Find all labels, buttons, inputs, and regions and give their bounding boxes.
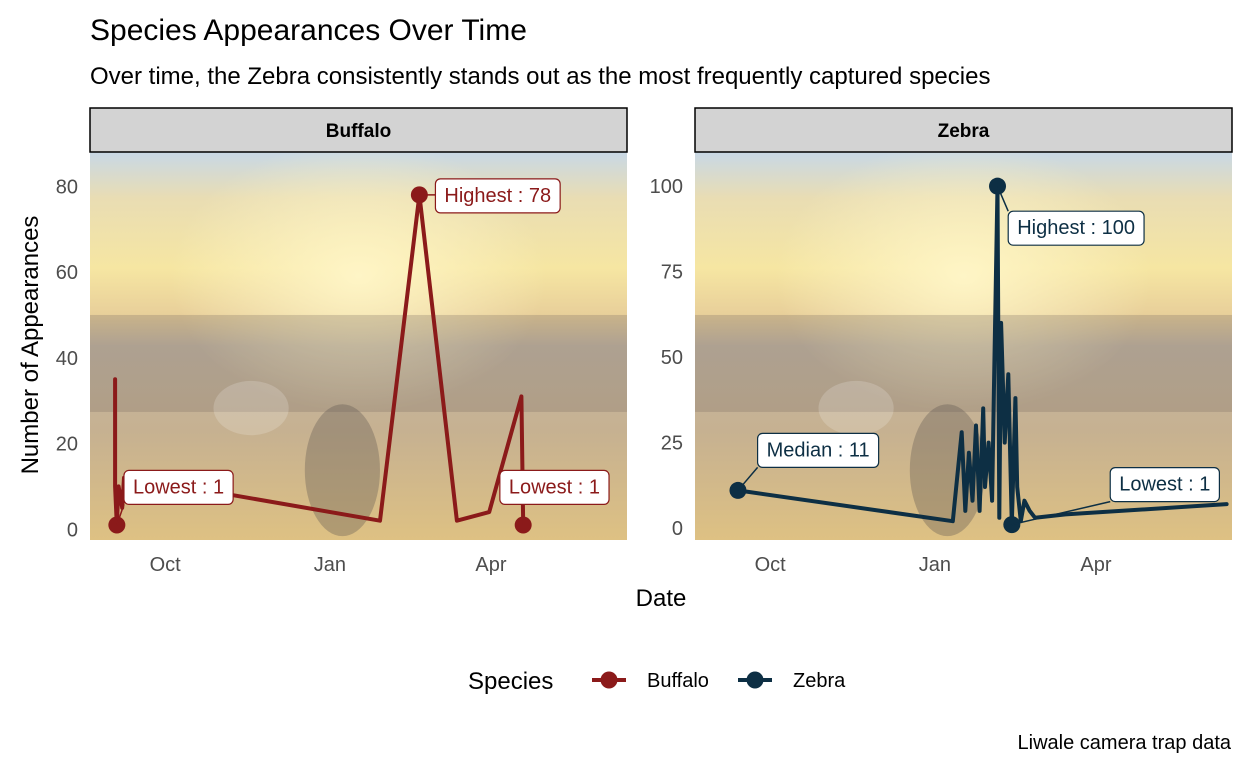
- y-tick-label: 60: [56, 262, 78, 284]
- legend-title: Species: [468, 668, 553, 695]
- zebra-silhouette: [213, 380, 289, 436]
- strip-label: Zebra: [938, 121, 990, 142]
- annotation-label: Median : 11: [767, 439, 870, 461]
- annotation-connector: [1011, 500, 1111, 526]
- y-tick-label: 50: [661, 347, 683, 369]
- buffalo-silhouette: [304, 404, 380, 537]
- strip-buffalo: [89, 107, 628, 153]
- legend: Species Buffalo Zebra: [468, 668, 846, 695]
- annotation-box: [434, 178, 561, 214]
- y-tick-label: 75: [661, 262, 683, 284]
- annotation: Lowest : 1: [1011, 466, 1221, 526]
- x-tick-label: Oct: [755, 554, 787, 576]
- chart-caption: Liwale camera trap data: [1018, 732, 1232, 754]
- annotation-label: Highest : 100: [1017, 217, 1135, 239]
- annotation: Lowest : 1: [499, 469, 610, 525]
- legend-item-zebra: Zebra: [738, 670, 846, 692]
- annotation-label: Lowest : 1: [1119, 474, 1210, 496]
- legend-key-point: [746, 671, 764, 689]
- y-tick-label: 20: [56, 434, 78, 456]
- x-tick-label: Jan: [314, 554, 346, 576]
- y-tick-label: 80: [56, 176, 78, 198]
- panel-zebra: Zebra 0 25 50 75 100 Oct Jan Apr Highest : 100 Med…: [650, 107, 1233, 576]
- annotation-connector: [116, 504, 125, 526]
- y-tick-label: 25: [661, 433, 683, 455]
- annotation-connector: [996, 185, 1009, 212]
- herd-band: [695, 314, 1232, 412]
- panel-buffalo: Buffalo 0 20 40 60 80 Oct Jan Apr Highest : 78 Low…: [56, 107, 628, 576]
- annotation-label: Lowest : 1: [133, 476, 224, 498]
- legend-key-point: [600, 671, 618, 689]
- annotation-connector: [737, 466, 759, 491]
- x-tick-label: Oct: [150, 554, 182, 576]
- annotation: Highest : 100: [996, 185, 1145, 246]
- annotation-label: Lowest : 1: [509, 476, 600, 498]
- annotation: Median : 11: [737, 432, 880, 491]
- x-tick-label: Jan: [919, 554, 951, 576]
- x-tick-label: Apr: [475, 554, 506, 576]
- annotation-box: [756, 432, 880, 469]
- annotation: Lowest : 1: [116, 469, 234, 526]
- y-axis-title: Number of Appearances: [17, 216, 44, 475]
- annotation: Highest : 78: [419, 178, 561, 214]
- chart-title: Species Appearances Over Time: [90, 14, 527, 47]
- x-axis-title: Date: [636, 585, 687, 612]
- legend-label: Buffalo: [647, 670, 709, 692]
- annotation-box: [1007, 210, 1145, 246]
- x-tick-label: Apr: [1080, 554, 1111, 576]
- y-tick-label: 0: [672, 518, 683, 540]
- y-tick-label: 100: [650, 176, 683, 198]
- strip-label: Buffalo: [326, 121, 391, 142]
- y-tick-label: 40: [56, 348, 78, 370]
- legend-label: Zebra: [793, 670, 846, 692]
- strip-zebra: [694, 107, 1233, 153]
- zebra-silhouette: [818, 380, 894, 436]
- annotation-label: Highest : 78: [444, 185, 551, 207]
- chart-subtitle: Over time, the Zebra consistently stands…: [90, 63, 990, 90]
- legend-item-buffalo: Buffalo: [592, 670, 709, 692]
- herd-band: [90, 314, 627, 412]
- y-tick-label: 0: [67, 519, 78, 541]
- annotation-box: [1109, 466, 1221, 503]
- annotation-box: [123, 469, 234, 506]
- annotation-box: [499, 469, 610, 506]
